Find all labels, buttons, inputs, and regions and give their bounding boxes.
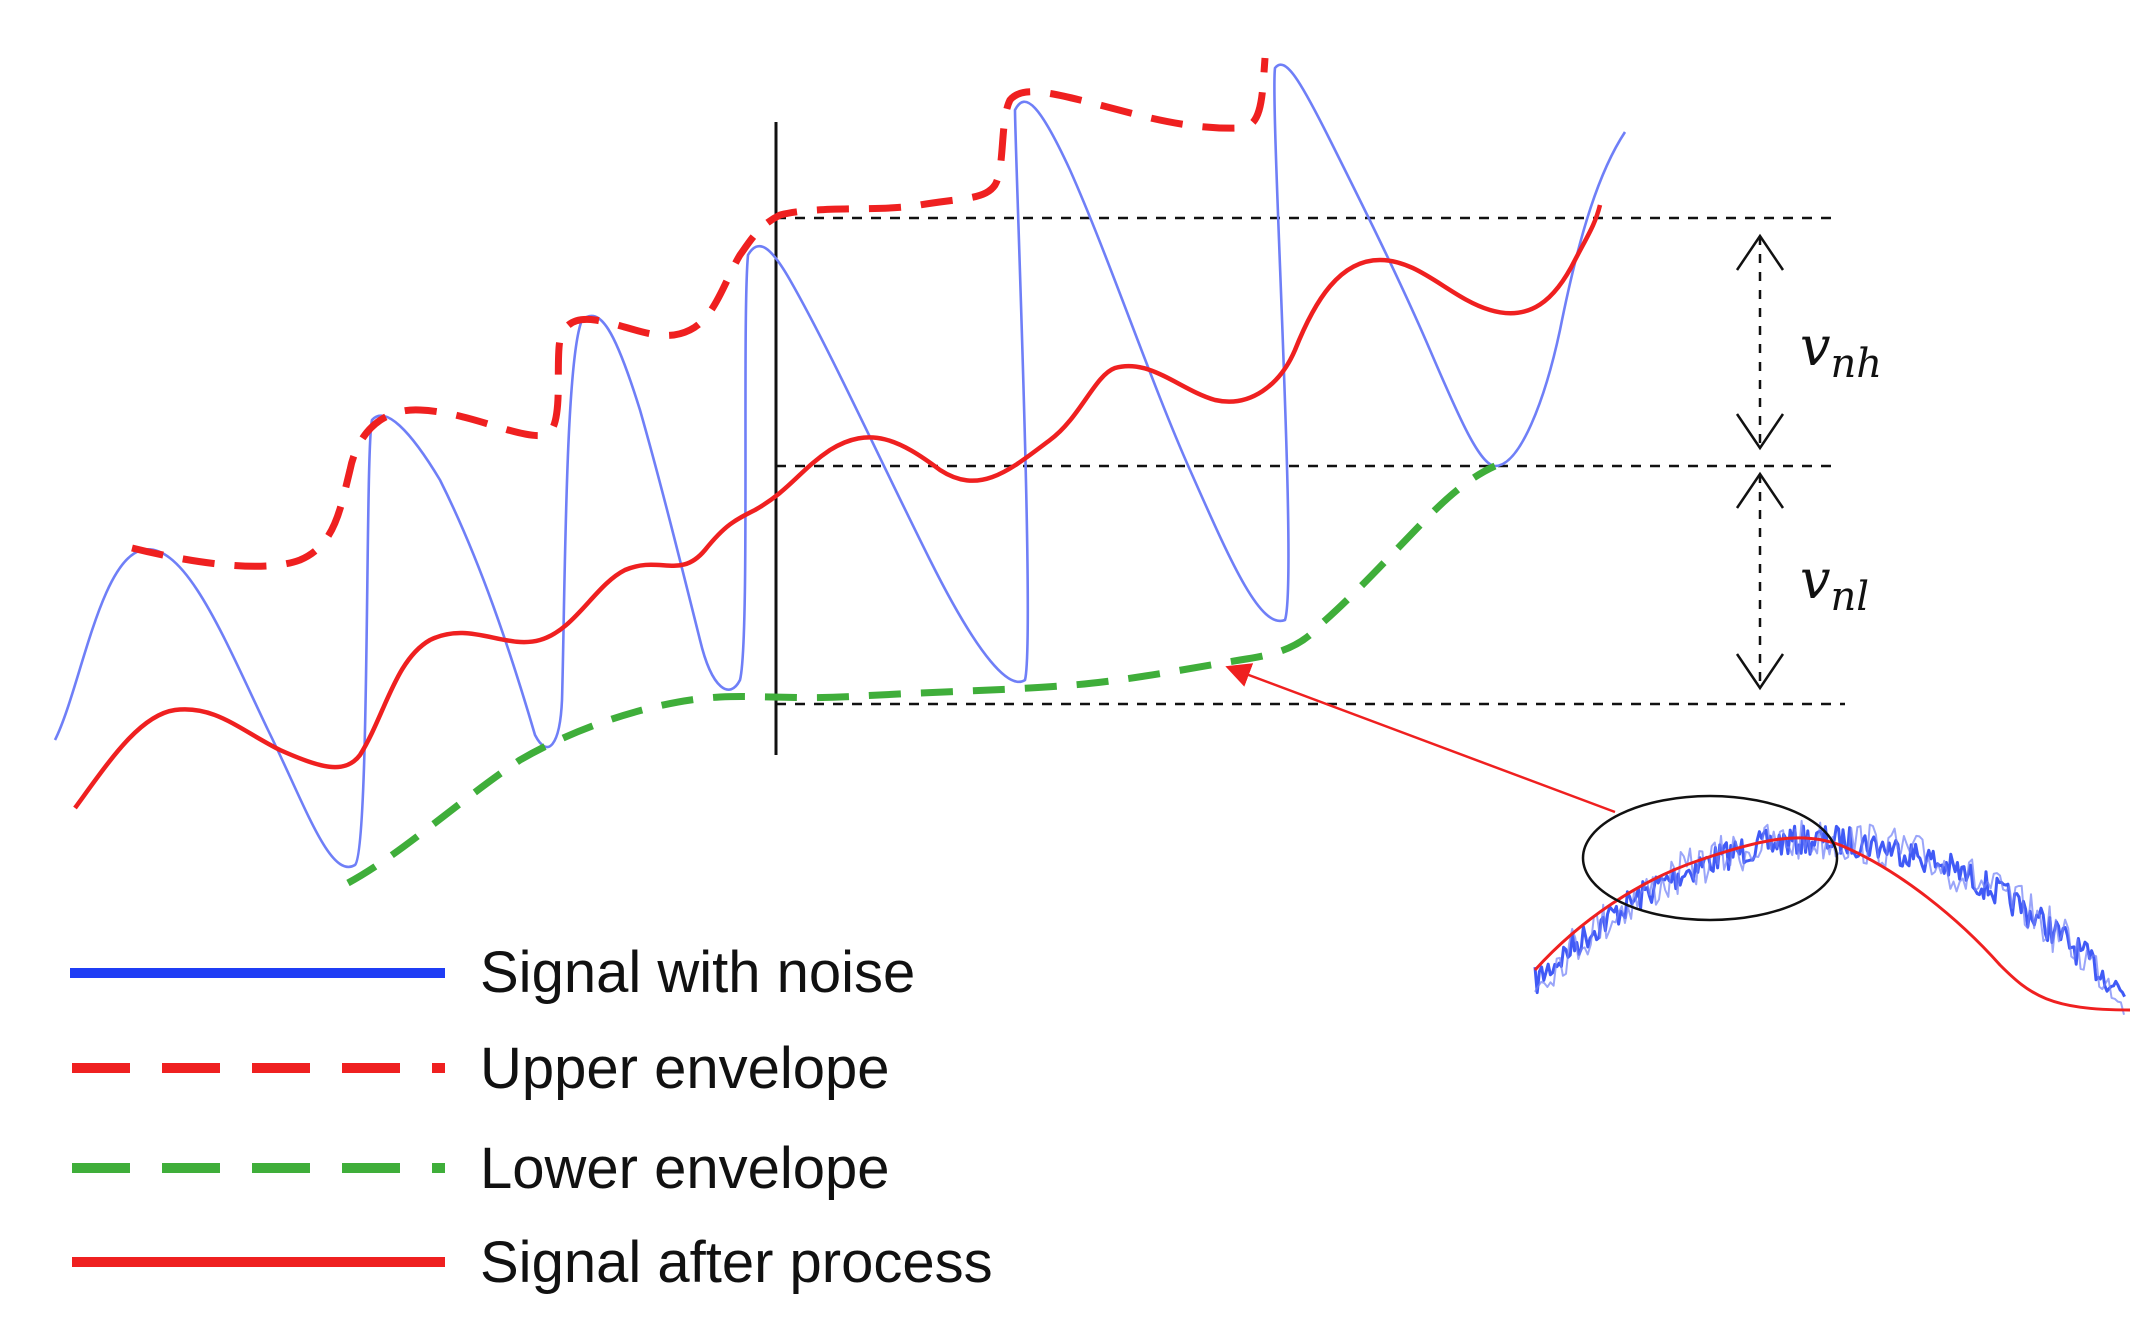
signal-with-noise-curve: [53, 63, 1627, 869]
vnh-label-base: v: [1800, 315, 1831, 378]
vnh-label-sub: nh: [1831, 341, 1883, 387]
inset-noisy-signal-band: [1534, 819, 2125, 1015]
legend: Signal with noise Upper envelope Lower e…: [70, 940, 993, 1295]
vnl-label: vnl: [1800, 548, 1869, 620]
vnh-arrow-bottom-icon: [1735, 413, 1785, 451]
vnh-label: vnh: [1800, 315, 1882, 387]
vnh-arrow-top-icon: [1735, 233, 1785, 271]
legend-label-signal-after-process: Signal after process: [480, 1230, 993, 1295]
signal-after-process-curve: [73, 204, 1603, 810]
zoom-ellipse: [1581, 794, 1839, 922]
inset-smoothed-signal: [1533, 836, 2131, 1012]
legend-label-signal-with-noise: Signal with noise: [480, 940, 915, 1005]
zoom-pointer-arrow: [1225, 663, 1616, 814]
vnl-label-sub: nl: [1831, 574, 1870, 620]
vnl-label-base: v: [1800, 548, 1831, 611]
upper-envelope-curve: [131, 57, 1269, 570]
lower-envelope-curve: [346, 462, 1497, 887]
guide-lines: [774, 122, 1845, 755]
vnl-arrow-bottom-icon: [1735, 653, 1785, 691]
noise-inset: [1225, 663, 2131, 1015]
legend-label-upper-envelope: Upper envelope: [480, 1036, 890, 1101]
legend-label-lower-envelope: Lower envelope: [480, 1136, 890, 1201]
vnl-arrow-top-icon: [1735, 471, 1785, 509]
dimension-arrows: [1735, 233, 1785, 691]
